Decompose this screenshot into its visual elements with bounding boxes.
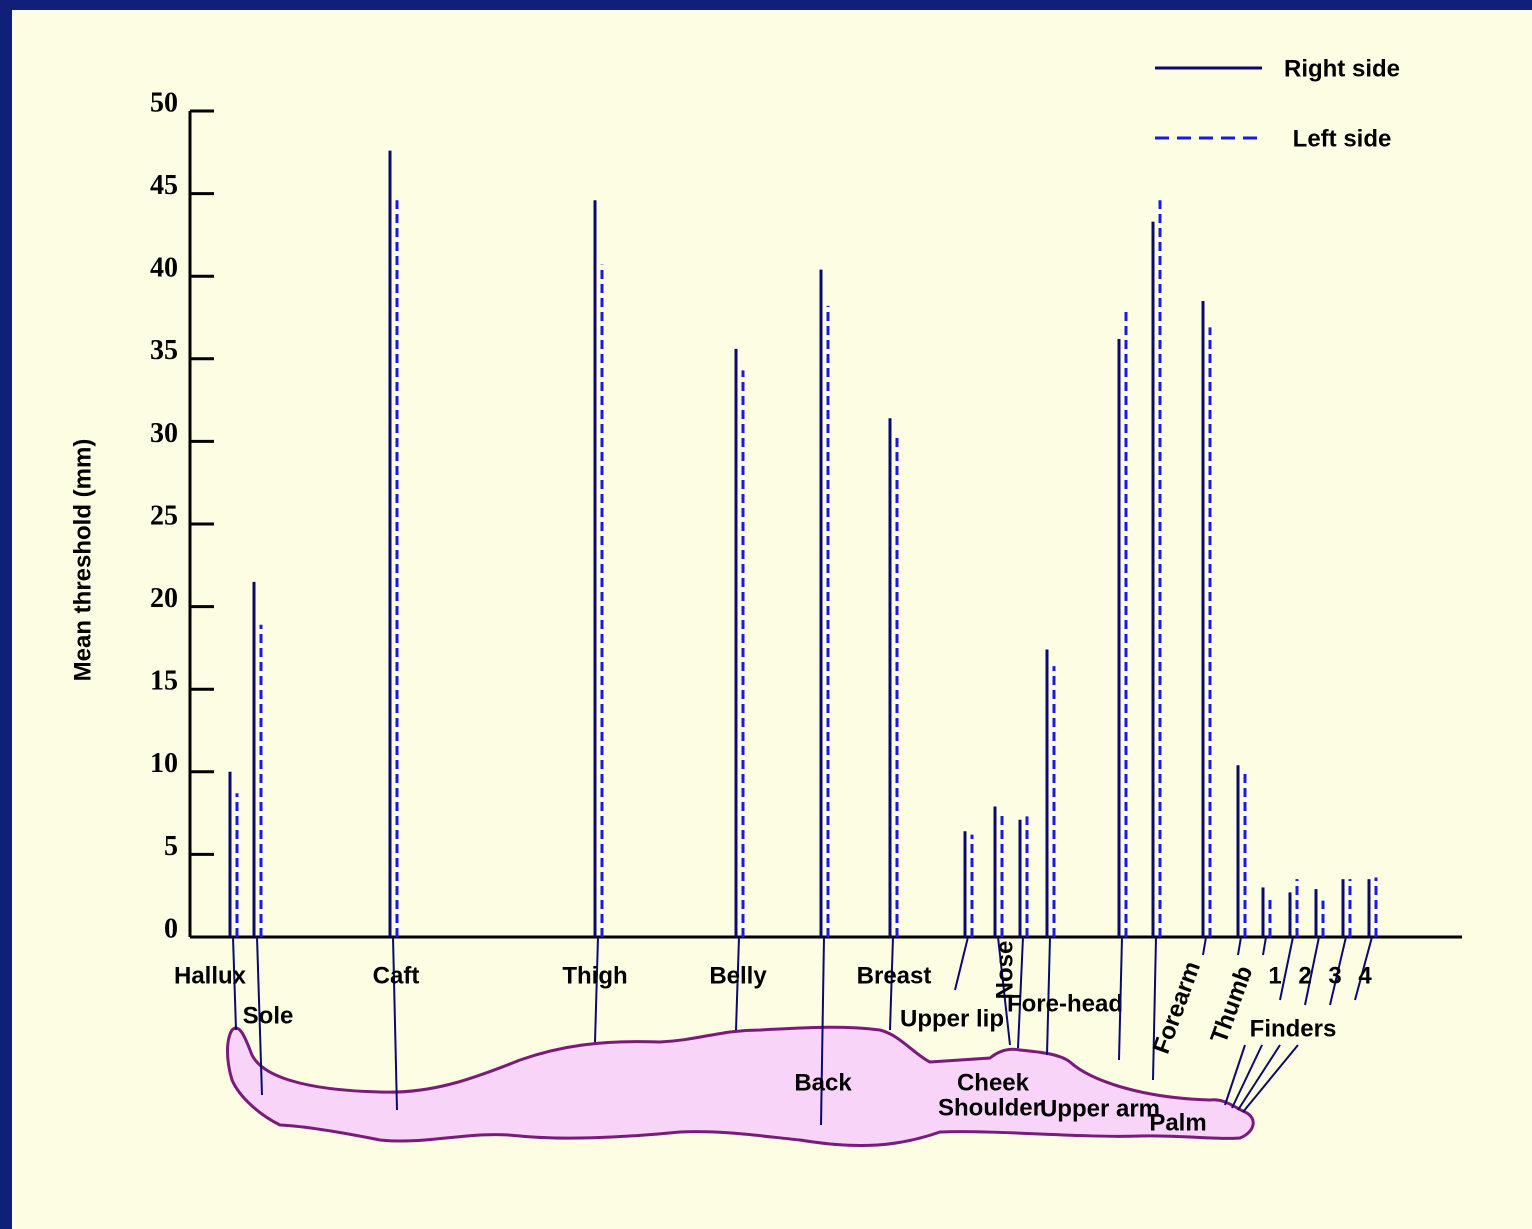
legend-label: Right side [1284, 55, 1400, 82]
leader-line [997, 936, 1011, 1046]
category-label: Back [794, 1069, 852, 1096]
category-label: 4 [1358, 962, 1372, 989]
group-label: Finders [1250, 1015, 1337, 1042]
y-tick-label: 20 [150, 583, 178, 614]
y-tick-label: 50 [150, 87, 178, 118]
leader-line [1237, 1044, 1281, 1111]
category-label: Upper arm [1040, 1095, 1160, 1122]
leader-line [1242, 1044, 1299, 1113]
y-tick-label: 15 [150, 666, 178, 697]
leader-line [1152, 936, 1157, 1081]
leader-line [392, 936, 398, 1111]
leader-line [1046, 936, 1051, 1056]
leader-line [735, 936, 740, 1031]
leader-line [1118, 936, 1123, 1061]
leader-line [1262, 936, 1267, 956]
leader-line [1354, 936, 1373, 1001]
category-label: Thigh [562, 962, 627, 989]
category-label: 1 [1268, 962, 1281, 989]
leader-line [1279, 936, 1294, 1001]
leader-line [1224, 1044, 1246, 1106]
background [12, 10, 1532, 1229]
category-label: Sole [243, 1002, 294, 1029]
y-axis-label: Mean threshold (mm) [69, 439, 96, 682]
leader-line [954, 936, 969, 991]
leader-line [1017, 936, 1024, 1049]
leader-line [820, 936, 825, 1126]
category-label: Breast [857, 962, 932, 989]
category-label: Cheek [957, 1069, 1030, 1096]
y-tick-label: 10 [150, 748, 178, 779]
y-tick-label: 25 [150, 500, 178, 531]
category-label: Palm [1149, 1109, 1206, 1136]
category-label: Nose [991, 941, 1018, 1000]
leader-line [1202, 936, 1207, 956]
category-label: Belly [709, 962, 767, 989]
leader-line [594, 936, 599, 1043]
y-tick-label: 30 [150, 418, 178, 449]
category-label: Fore-head [1007, 990, 1123, 1017]
leader-line [1304, 936, 1320, 1006]
leader-line [1329, 936, 1347, 1006]
legend-label: Left side [1293, 125, 1392, 152]
leader-line [1237, 936, 1242, 956]
category-label: Shoulder [938, 1094, 1042, 1121]
y-tick-label: 5 [164, 831, 178, 862]
category-label: 3 [1328, 962, 1341, 989]
y-tick-label: 0 [164, 913, 178, 944]
leader-line [256, 936, 263, 1096]
leader-line [232, 936, 237, 1031]
category-label: 2 [1298, 962, 1311, 989]
leader-line [889, 936, 894, 1031]
y-tick-label: 40 [150, 253, 178, 284]
y-tick-label: 35 [150, 335, 178, 366]
leader-line [1231, 1044, 1263, 1109]
category-label: Hallux [174, 962, 247, 989]
y-tick-label: 45 [150, 170, 178, 201]
category-label: Upper lip [900, 1005, 1004, 1032]
category-label: Caft [373, 962, 420, 989]
